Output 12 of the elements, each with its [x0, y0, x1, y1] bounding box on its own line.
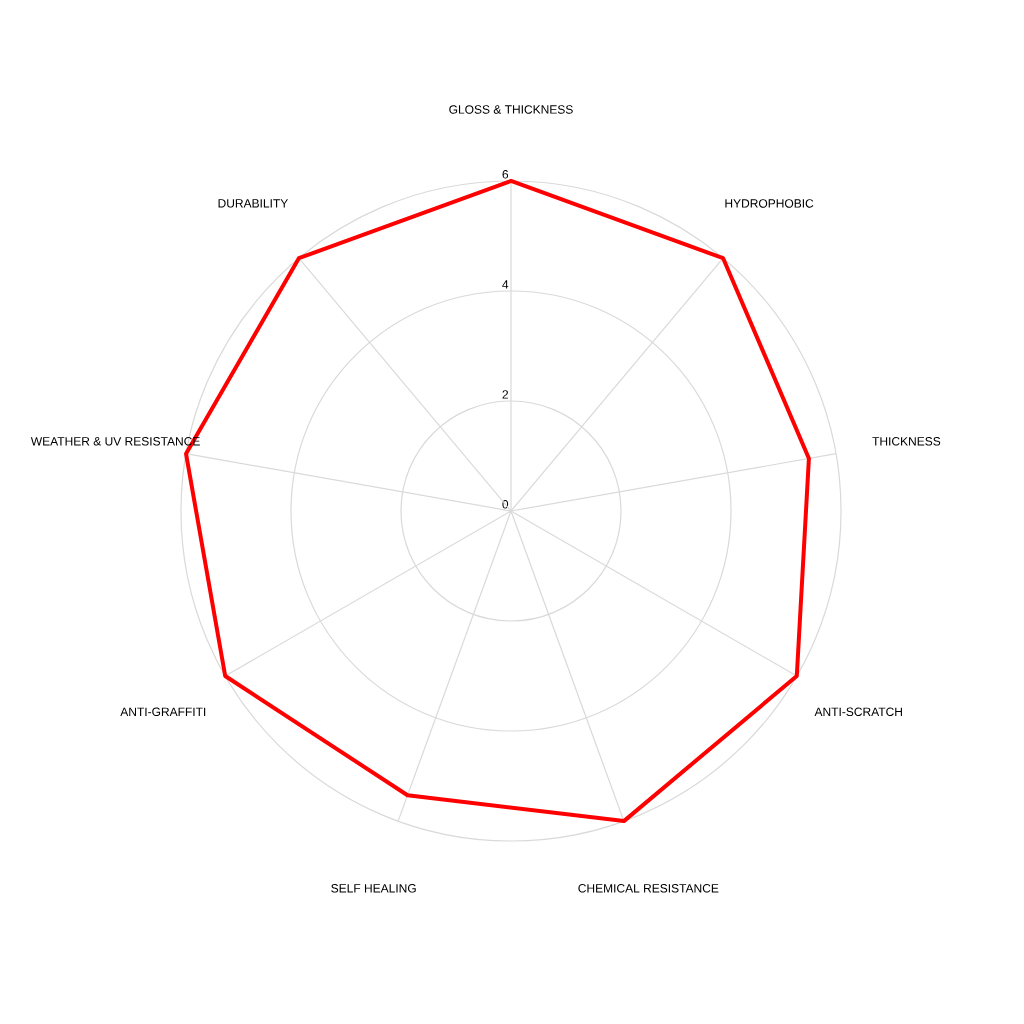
- y-tick-label: 6: [502, 170, 509, 179]
- y-tick-label: 2: [502, 390, 509, 399]
- spoke-label: CHEMICAL RESISTANCE: [578, 884, 719, 893]
- spoke-label: SELF HEALING: [331, 884, 416, 893]
- y-tick-label: 0: [502, 500, 509, 509]
- spoke-label: ANTI-GRAFFITI: [120, 707, 206, 717]
- spoke-label: THICKNESS: [872, 437, 941, 446]
- spoke-label: GLOSS & THICKNESS: [449, 105, 573, 114]
- spoke-label: HYDROPHOBIC: [725, 199, 814, 208]
- y-tick-label: 4: [502, 280, 509, 289]
- spoke-label: ANTI-SCRATCH: [814, 707, 902, 717]
- spoke-label: DURABILITY: [218, 199, 288, 208]
